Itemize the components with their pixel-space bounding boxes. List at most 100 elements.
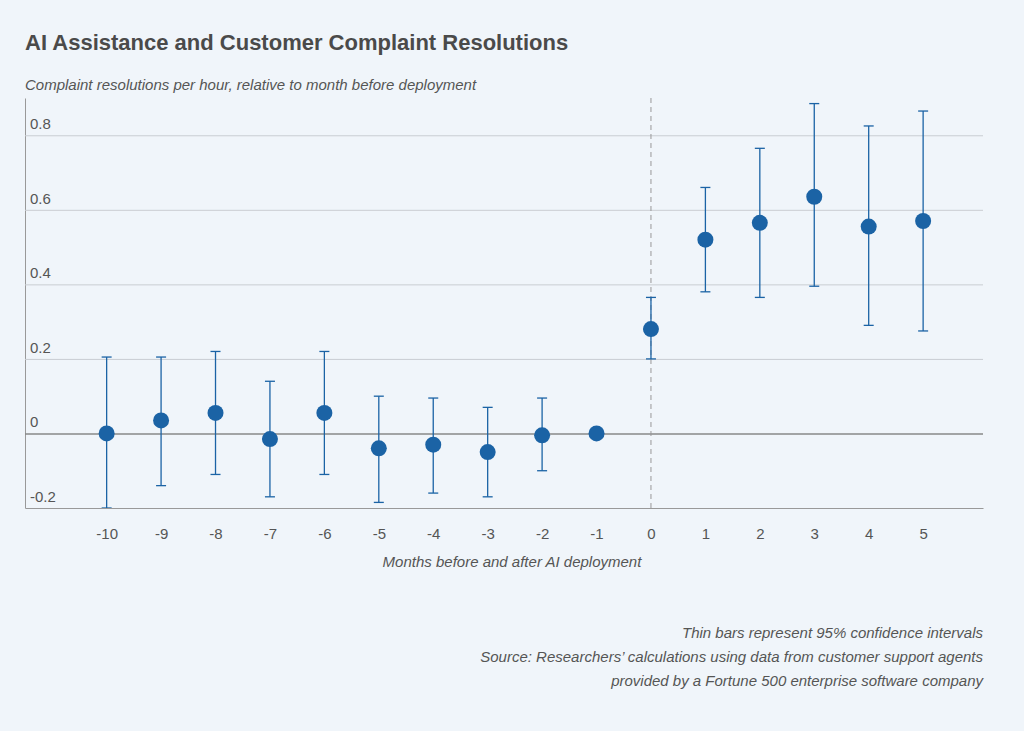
y-tick-label: 0.8 (30, 115, 51, 132)
point (589, 425, 605, 441)
error-bar-cap (428, 397, 438, 398)
x-tick: -6 (318, 508, 331, 542)
point (153, 412, 169, 428)
note: Thin bars represent 95% confidence inter… (682, 624, 983, 641)
background (0, 0, 1024, 731)
y-axis-line (25, 99, 26, 509)
error-bar-cap (809, 103, 819, 104)
error-bar-cap (265, 381, 275, 382)
error-bar-cap (156, 356, 166, 357)
x-tick: -1 (590, 508, 603, 542)
point (861, 219, 877, 235)
point (371, 440, 387, 456)
x-tick: -8 (209, 508, 222, 542)
x-tick-label: 4 (865, 525, 873, 542)
error-bar-cap (211, 351, 221, 352)
grid-line (25, 284, 983, 285)
y-axis-title: Complaint resolutions per hour, relative… (25, 76, 477, 93)
y-axis: -0.2 0 0.2 0.4 0.6 0.8 (25, 99, 983, 509)
grid-line (25, 433, 983, 435)
plot-area (99, 98, 931, 508)
note: Source: Researchers’ calculations using … (480, 648, 983, 665)
x-tick: 5 (919, 508, 927, 542)
x-tick-label: -10 (96, 525, 118, 542)
error-bar-cap (319, 351, 329, 352)
y-tick: -0.2 (25, 488, 983, 509)
error-bar-cap (537, 397, 547, 398)
point (752, 215, 768, 231)
error-bar-cap (374, 502, 384, 503)
y-tick-label: 0.2 (30, 339, 51, 356)
grid-line (25, 508, 983, 509)
grid-line (25, 135, 983, 136)
error-bar-cap (102, 356, 112, 357)
point (534, 427, 550, 443)
point (316, 405, 332, 421)
error-bar-cap (483, 407, 493, 408)
x-tick: -9 (155, 508, 168, 542)
error-bar-cap (755, 297, 765, 298)
point (915, 213, 931, 229)
error-bar-cap (700, 187, 710, 188)
error-bar-cap (646, 297, 656, 298)
error-bar-cap (319, 474, 329, 475)
x-tick-label: -8 (209, 525, 222, 542)
x-tick-label: 5 (919, 525, 927, 542)
x-tick: 0 (647, 508, 655, 542)
point (806, 189, 822, 205)
x-tick-label: 3 (811, 525, 819, 542)
y-tick: 0.6 (25, 190, 983, 211)
x-tick: -5 (373, 508, 386, 542)
y-tick: 0.4 (25, 264, 983, 285)
error-bar-cap (537, 470, 547, 471)
y-tick-label: 0.4 (30, 264, 51, 281)
x-axis-title: Months before and after AI deployment (383, 553, 643, 570)
x-tick: -7 (264, 508, 277, 542)
point (262, 431, 278, 447)
error-bar-cap (156, 485, 166, 486)
y-tick: 0.2 (25, 339, 983, 360)
error-bar-cap (755, 148, 765, 149)
point (99, 425, 115, 441)
x-tick-label: -7 (264, 525, 277, 542)
error-bar-cap (428, 492, 438, 493)
x-tick-label: -1 (590, 525, 603, 542)
x-tick: -2 (536, 508, 549, 542)
error-bar-cap (211, 474, 221, 475)
point (697, 232, 713, 248)
x-tick-label: 0 (647, 525, 655, 542)
x-tick: 1 (702, 508, 710, 542)
x-tick-label: -4 (427, 525, 440, 542)
y-tick-label: 0 (30, 413, 38, 430)
x-axis: -10-9-8-7-6-5-4-3-2-1012345 (26, 508, 984, 542)
error-bar-cap (864, 325, 874, 326)
y-tick-label: -0.2 (30, 488, 56, 505)
x-tick: 2 (756, 508, 764, 542)
error-bar-cap (918, 110, 928, 111)
x-tick: -3 (481, 508, 494, 542)
point (425, 437, 441, 453)
error-bar-cap (374, 396, 384, 397)
error-bar-cap (700, 291, 710, 292)
x-tick-label: -6 (318, 525, 331, 542)
error-bar-cap (102, 507, 112, 508)
point (208, 405, 224, 421)
y-tick: 0 (25, 413, 983, 434)
x-tick-label: -9 (155, 525, 168, 542)
y-tick: 0.8 (25, 115, 983, 136)
chart: AI Assistance and Customer Complaint Res… (0, 0, 1024, 731)
x-tick: 3 (811, 508, 819, 542)
x-tick-label: 1 (702, 525, 710, 542)
series (99, 104, 931, 508)
x-axis-line (26, 508, 984, 509)
grid-line (25, 210, 983, 211)
error-bar-cap (483, 496, 493, 497)
y-tick-label: 0.6 (30, 190, 51, 207)
grid-line (25, 359, 983, 360)
error-bar-cap (864, 125, 874, 126)
error-bar-cap (265, 496, 275, 497)
x-tick-label: -3 (481, 525, 494, 542)
deployment-line (650, 98, 651, 508)
note: provided by a Fortune 500 enterprise sof… (610, 672, 984, 689)
title: AI Assistance and Customer Complaint Res… (25, 30, 568, 55)
